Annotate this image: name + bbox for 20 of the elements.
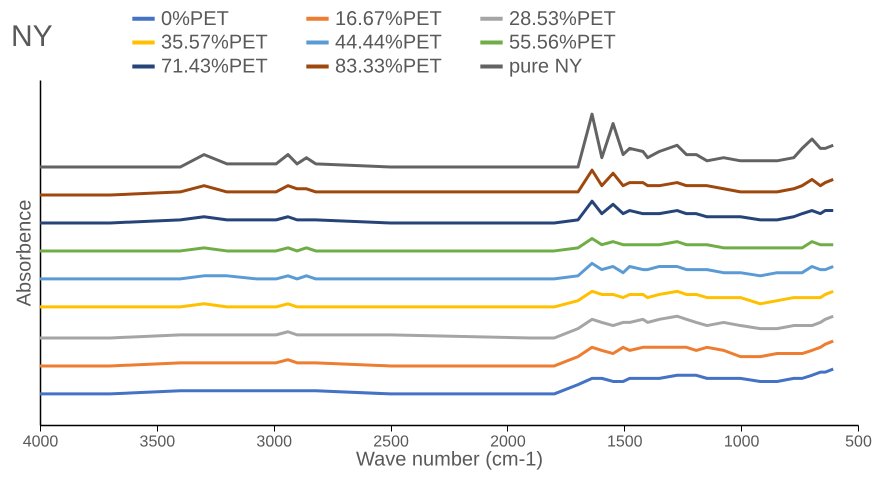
legend-label: pure NY (509, 56, 582, 78)
x-tick-label: 3000 (256, 434, 292, 450)
legend-label: 28.53%PET (509, 8, 616, 30)
x-tick-label: 2000 (490, 434, 526, 450)
y-axis-title: Absorbence (14, 200, 36, 306)
legend-label: 71.43%PET (161, 56, 268, 78)
x-axis-title: Wave number (cm-1) (356, 448, 544, 470)
x-tick-label: 1000 (724, 434, 760, 450)
x-tick-label: 3500 (140, 434, 176, 450)
legend-label: 35.57%PET (161, 32, 268, 54)
x-tick-label: 500 (845, 434, 872, 450)
chart-title: NY (11, 20, 53, 53)
legend-label: 0%PET (161, 8, 229, 30)
x-tick-label: 2500 (373, 434, 409, 450)
x-tick-label: 1500 (606, 434, 643, 450)
legend-label: 55.56%PET (509, 32, 616, 54)
x-tick-label: 4000 (22, 434, 58, 450)
legend-label: 16.67%PET (335, 8, 442, 30)
legend-label: 83.33%PET (335, 56, 442, 78)
legend-label: 44.44%PET (335, 32, 442, 54)
